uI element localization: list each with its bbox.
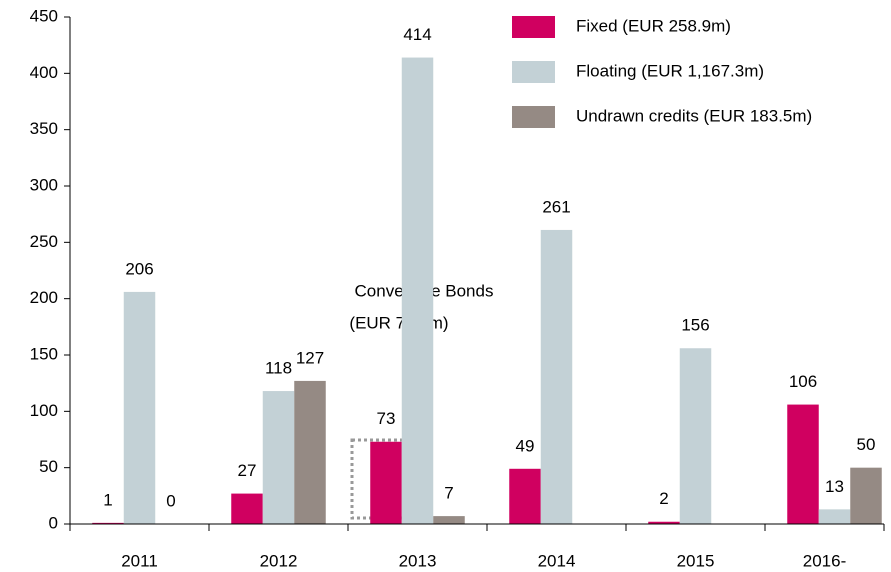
bar <box>123 291 156 524</box>
value-label: 49 <box>516 436 535 455</box>
x-tick-label: 2014 <box>538 551 576 570</box>
y-tick-label: 150 <box>30 344 58 363</box>
x-tick-label: 2011 <box>121 551 158 570</box>
y-tick-label: 350 <box>30 119 58 138</box>
y-tick-label: 0 <box>49 513 58 532</box>
value-label: 127 <box>296 348 324 367</box>
value-label: 414 <box>403 25 431 44</box>
legend-swatch <box>512 106 555 128</box>
y-tick-label: 450 <box>30 6 58 25</box>
bar <box>850 467 882 524</box>
y-tick-label: 100 <box>30 401 58 420</box>
bar <box>433 516 465 524</box>
x-tick-label: 2015 <box>677 551 715 570</box>
y-tick-label: 250 <box>30 232 58 251</box>
x-tick-label: 2016- <box>803 551 846 570</box>
value-label: 261 <box>542 197 570 216</box>
legend-label: Undrawn credits (EUR 183.5m) <box>576 106 812 125</box>
value-label: 27 <box>238 461 257 480</box>
value-label: 13 <box>825 477 844 496</box>
bar <box>679 348 712 524</box>
y-tick-label: 50 <box>39 457 58 476</box>
bar <box>262 391 295 524</box>
bar <box>401 57 434 525</box>
value-label: 118 <box>265 359 292 378</box>
legend-label: Floating (EUR 1,167.3m) <box>576 61 764 80</box>
bar <box>509 468 541 524</box>
bar <box>787 404 819 524</box>
value-label: 206 <box>125 259 153 278</box>
x-tick-label: 2013 <box>399 551 437 570</box>
y-tick-label: 200 <box>30 288 58 307</box>
annotation: (EUR 71.3m) <box>349 313 448 332</box>
bar <box>648 521 680 524</box>
value-label: 0 <box>166 491 175 510</box>
bar <box>818 509 851 524</box>
value-label: 106 <box>789 372 817 391</box>
bar <box>92 522 124 524</box>
value-label: 1 <box>103 490 112 509</box>
value-label: 156 <box>681 316 709 335</box>
value-label: 50 <box>857 435 876 454</box>
bar <box>231 493 263 524</box>
bar <box>294 380 326 524</box>
value-label: 73 <box>377 409 396 428</box>
bar <box>370 441 402 524</box>
bar <box>540 229 573 524</box>
value-label: 7 <box>444 484 453 503</box>
y-tick-label: 400 <box>30 63 58 82</box>
y-tick-label: 300 <box>30 175 58 194</box>
legend-swatch <box>512 61 555 83</box>
legend-label: Fixed (EUR 258.9m) <box>576 16 731 35</box>
value-label: 2 <box>659 489 668 508</box>
x-tick-label: 2012 <box>260 551 298 570</box>
legend-swatch <box>512 16 555 38</box>
